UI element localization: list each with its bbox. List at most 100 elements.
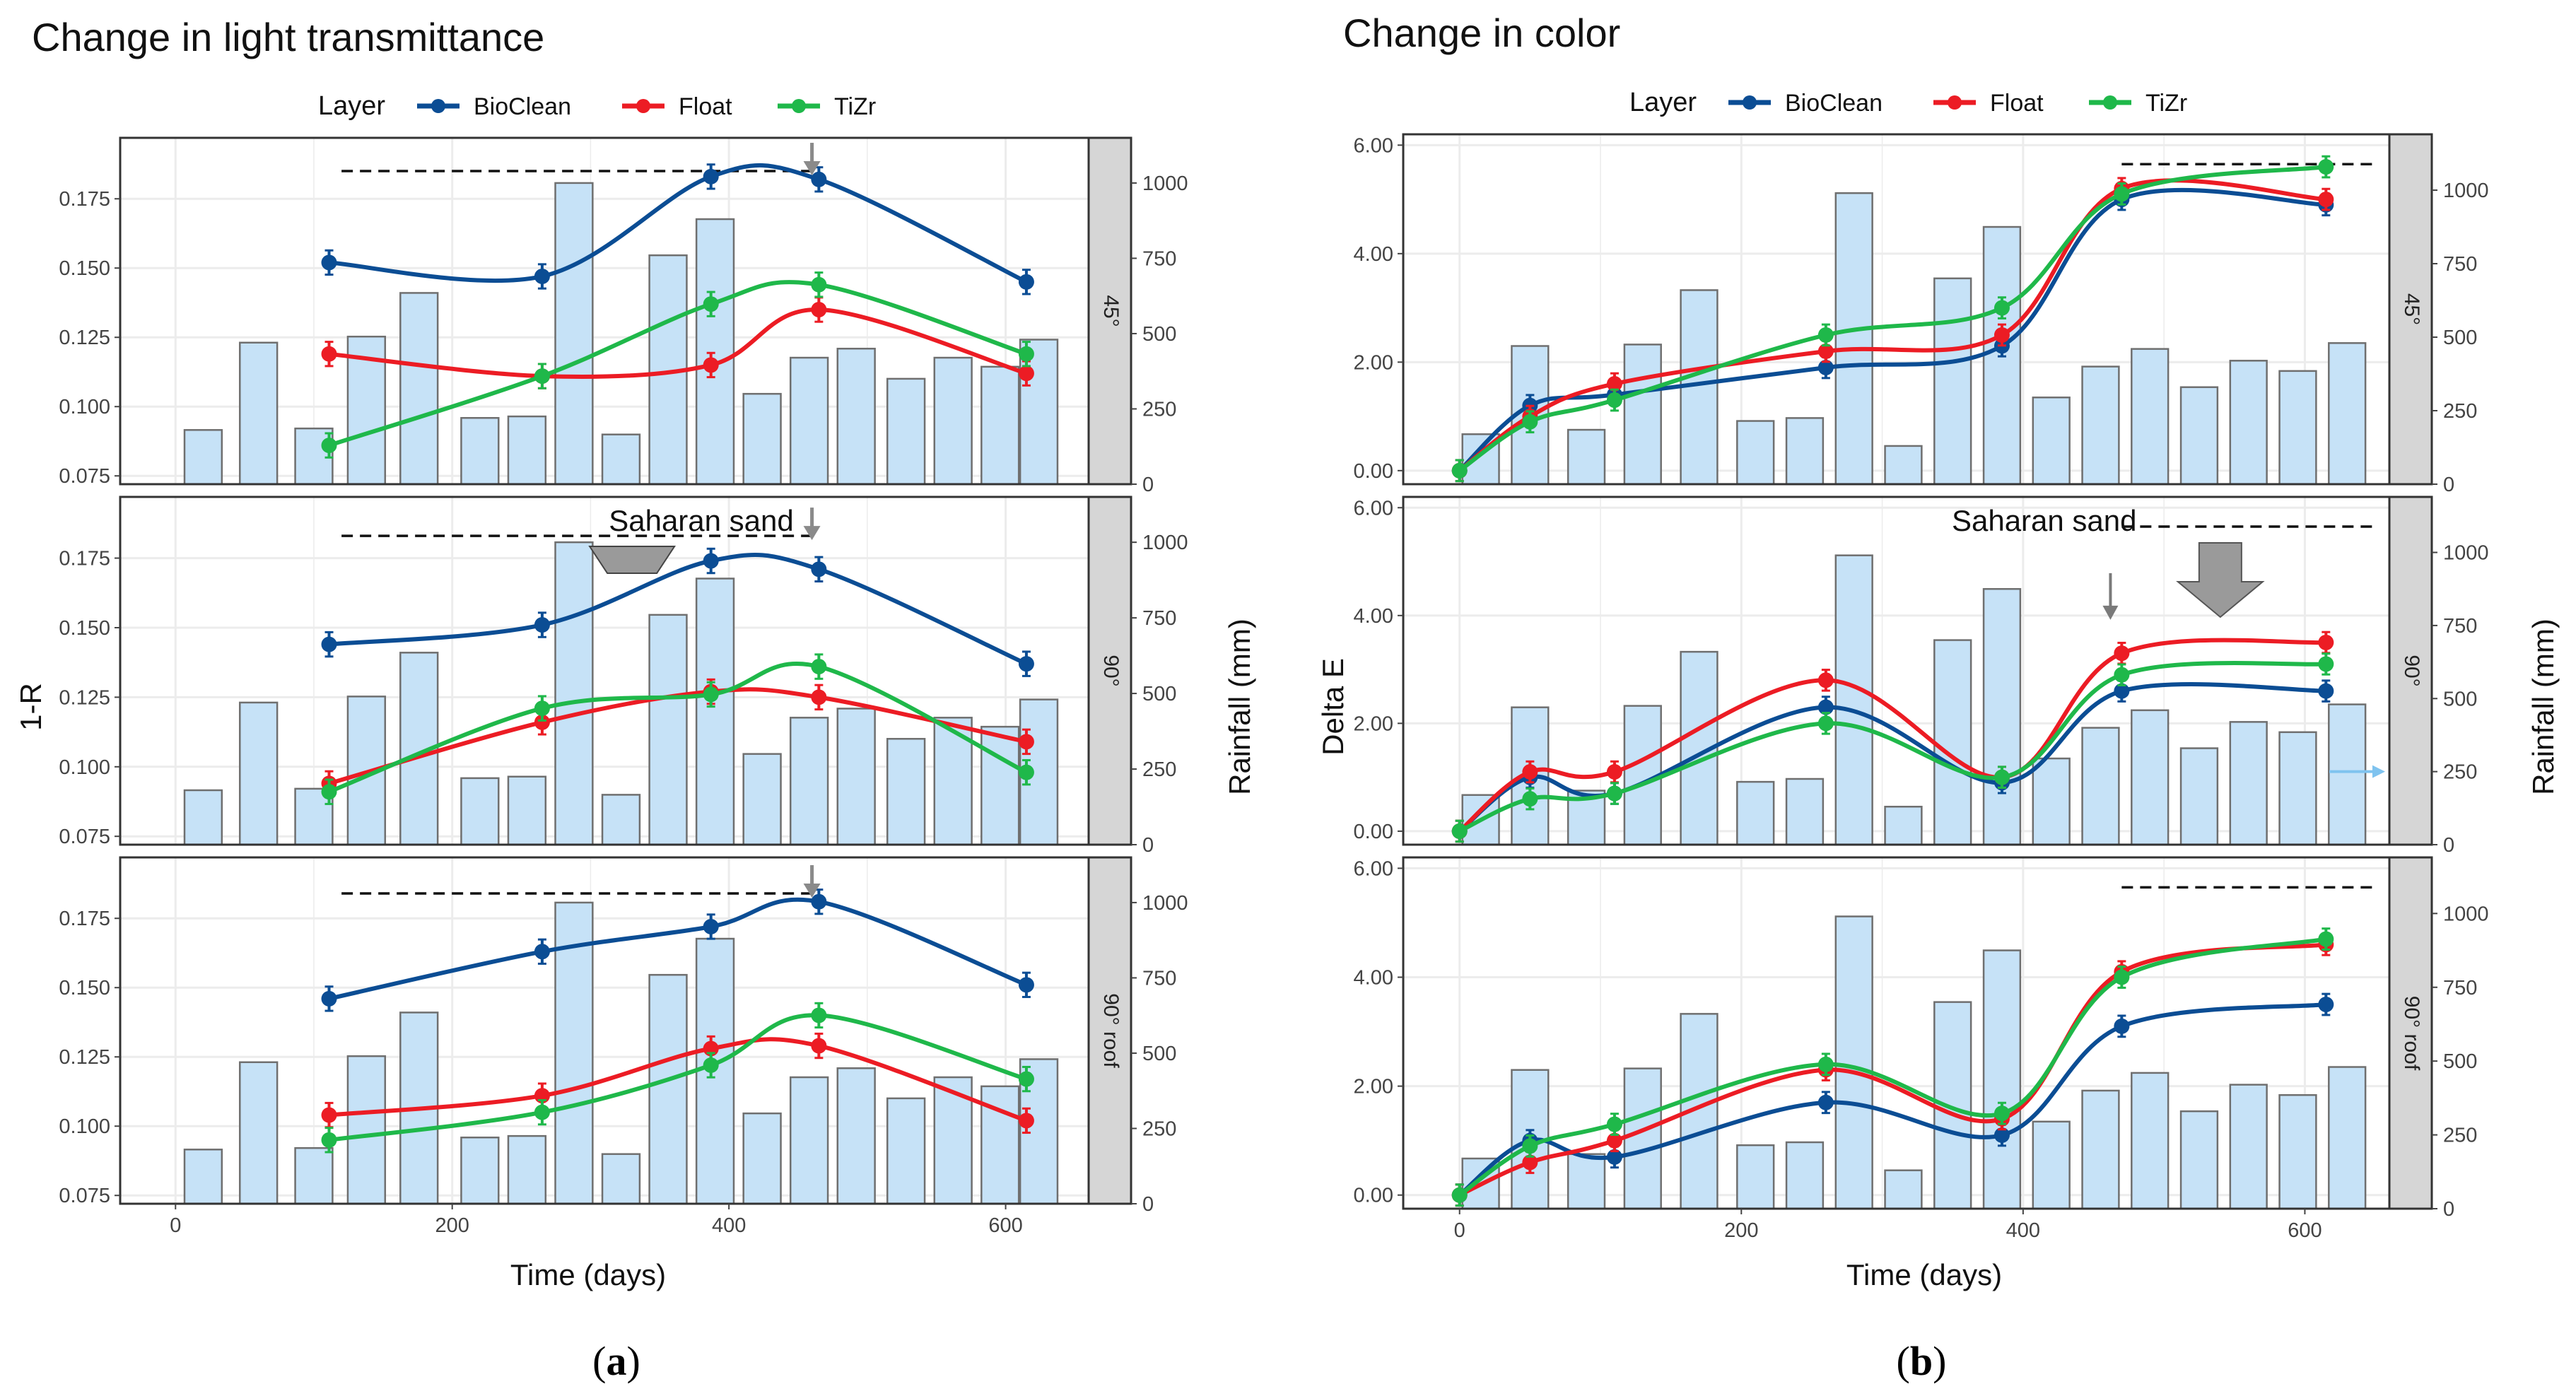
rainfall-bar xyxy=(836,348,876,486)
rainfall-bar xyxy=(2278,1093,2317,1210)
y-tick-label: 0.125 xyxy=(59,1046,110,1069)
arrow-head xyxy=(803,526,821,541)
rainfall-bar xyxy=(1623,344,1662,486)
data-point-bioclean xyxy=(1018,274,1034,290)
side-arrow-head xyxy=(2372,765,2385,778)
rainfall-bar xyxy=(239,701,279,846)
y2-tick-label: 1000 xyxy=(1142,532,1188,554)
rainfall-bar xyxy=(886,1097,926,1205)
legend-swatch-dot-bioclean xyxy=(1743,95,1757,110)
x-tick-label: 600 xyxy=(2288,1219,2322,1242)
data-point-bioclean xyxy=(811,893,827,910)
rainfall-bar xyxy=(601,794,641,846)
legend-swatch-dot-bioclean xyxy=(431,99,445,113)
y-tick-label: 0.075 xyxy=(59,465,110,488)
data-point-bioclean xyxy=(2114,683,2130,699)
y2-tick-label: 1000 xyxy=(2443,180,2489,202)
data-point-tizr xyxy=(534,700,550,717)
y2-tick-label: 250 xyxy=(2443,400,2477,423)
subfigure-b-open: ( xyxy=(1897,1338,1910,1384)
x-axis-b: 0 200 400 600 xyxy=(1454,1209,2322,1242)
rainfall-bar xyxy=(1736,780,1775,846)
rainfall-bar xyxy=(2179,747,2219,846)
data-point-tizr xyxy=(1451,1187,1468,1203)
facet-label: 90° roof xyxy=(1099,993,1123,1068)
data-point-tizr xyxy=(534,1104,550,1120)
chart-b: 45°0.002.004.006.0002505007501000Saharan… xyxy=(1354,133,2489,1242)
rainfall-bar xyxy=(183,1149,223,1205)
x-tick-label: 400 xyxy=(712,1214,746,1237)
rainfall-bar xyxy=(2081,1089,2120,1210)
y-tick-label: 2.00 xyxy=(1354,351,1393,374)
data-point-float xyxy=(1522,1154,1538,1171)
data-point-tizr xyxy=(703,686,719,703)
data-point-tizr xyxy=(703,296,719,312)
rainfall-bar xyxy=(239,1061,279,1205)
data-point-float xyxy=(1018,365,1034,382)
rainfall-bar xyxy=(2328,703,2367,846)
rainfall-bar xyxy=(554,541,594,846)
subfigure-label-b: (b) xyxy=(1897,1338,1947,1384)
data-point-tizr xyxy=(1018,1071,1034,1087)
facet-strip xyxy=(2388,133,2433,486)
rainfall-bar xyxy=(2328,1066,2367,1210)
rainfall-bar xyxy=(648,973,688,1205)
rainfall-bar xyxy=(2278,731,2317,846)
data-point-tizr xyxy=(1451,823,1468,839)
data-point-bioclean xyxy=(1018,656,1034,672)
rainfall-bar xyxy=(601,1153,641,1205)
data-point-bioclean xyxy=(703,168,719,184)
data-point-float xyxy=(1994,327,2010,343)
panel-b-1: 45° 0.00 2.00 4.00 6.00 0 250 500 750 1000 xyxy=(1354,133,2489,496)
saharan-sand-label: Saharan sand xyxy=(1952,504,2137,537)
rainfall-bar xyxy=(789,717,829,846)
facet-strip xyxy=(1087,136,1132,486)
y2-tick-label: 500 xyxy=(2443,327,2477,349)
data-point-float xyxy=(1522,764,1538,780)
series-line-tizr xyxy=(1457,937,2329,1197)
y2-tick-label: 500 xyxy=(1142,683,1176,705)
rainfall-bar xyxy=(399,292,439,486)
data-point-tizr xyxy=(1994,769,2010,785)
rainfall-bar xyxy=(1834,192,1873,486)
y-tick-label: 0.175 xyxy=(59,548,110,570)
data-point-bioclean xyxy=(1994,1127,2010,1143)
data-point-float xyxy=(1606,764,1622,780)
side-arrow-icon xyxy=(2329,765,2385,778)
series-line-tizr xyxy=(327,280,1029,448)
arrow-head xyxy=(803,883,821,898)
rainfall-bar xyxy=(980,725,1020,846)
data-point-bioclean xyxy=(2114,1018,2130,1034)
data-point-tizr xyxy=(1451,462,1468,479)
data-point-tizr xyxy=(1817,715,1834,732)
rainfall-bar xyxy=(836,1067,876,1205)
data-point-bioclean xyxy=(321,990,337,1007)
chart-panels: 45° 0.075 0.100 0.125 0.150 0.175 0 250 500 750 10… xyxy=(59,133,2489,1242)
y2-tick-label: 500 xyxy=(1142,1043,1176,1065)
data-point-tizr xyxy=(2114,667,2130,683)
rainfall-bar xyxy=(1567,428,1606,486)
y2-tick-label: 0 xyxy=(1142,834,1154,857)
data-point-float xyxy=(2318,192,2334,208)
y2-tick-label: 0 xyxy=(2443,474,2454,496)
data-point-float xyxy=(811,689,827,705)
chart-a-xlabel: Time (days) xyxy=(510,1258,666,1291)
y-tick-label: 0.100 xyxy=(59,756,110,779)
rainfall-bar xyxy=(648,614,688,846)
facet-label: 90° xyxy=(1099,655,1123,686)
rainfall-bar xyxy=(507,775,547,846)
rainfall-bar xyxy=(460,777,500,846)
rainfall-bar xyxy=(2229,1084,2268,1210)
rainfall-bar xyxy=(460,417,500,486)
data-point-float xyxy=(1018,1113,1034,1129)
y-tick-label: 0.075 xyxy=(59,826,110,848)
y-tick-label: 0.150 xyxy=(59,617,110,640)
y2-tick-label: 500 xyxy=(2443,1050,2477,1073)
panel-a-2: Saharan sand 90° 0.075 0.100 0.125 0.150 0.175… xyxy=(59,495,1188,857)
data-point-bioclean xyxy=(321,636,337,652)
y-tick-label: 2.00 xyxy=(1354,1076,1393,1098)
rainfall-bar xyxy=(742,1112,782,1205)
y-tick-label: 4.00 xyxy=(1354,605,1393,628)
facet-label: 45° xyxy=(2400,293,2423,325)
panel-a-1: 45° 0.075 0.100 0.125 0.150 0.175 0 250 500 750 10… xyxy=(59,136,1188,496)
